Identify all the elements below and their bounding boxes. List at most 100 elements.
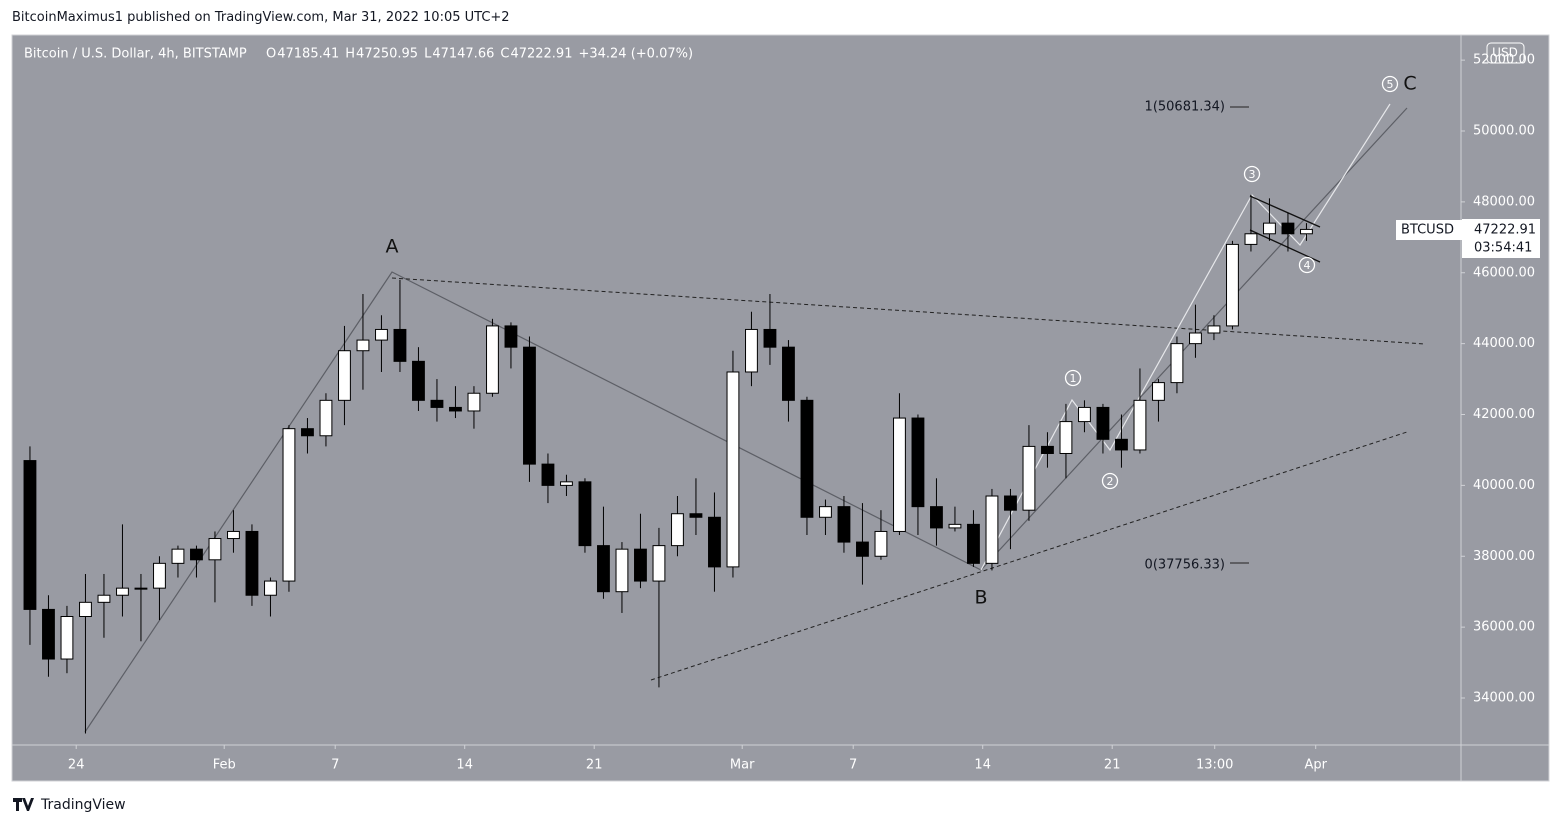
currency-badge[interactable] xyxy=(1486,42,1525,64)
candle-body xyxy=(375,328,388,341)
candle-body xyxy=(171,548,185,564)
ohlc-value: 47147.66 xyxy=(432,47,494,62)
candle-body xyxy=(615,548,629,593)
x-tick-label: 14 xyxy=(974,758,991,773)
candle-body xyxy=(153,562,166,589)
symbol-badge xyxy=(1396,220,1462,240)
candle-body xyxy=(116,587,129,596)
candle-body xyxy=(1022,445,1036,511)
wave-circle xyxy=(1064,369,1082,387)
candle-body xyxy=(319,399,333,437)
candle-body xyxy=(1059,421,1073,454)
candle-body xyxy=(578,481,592,547)
x-tick-label: 21 xyxy=(586,758,603,773)
candle-body xyxy=(190,548,203,561)
candle-body xyxy=(893,417,906,532)
candle-body xyxy=(449,406,462,412)
candle-body xyxy=(301,428,314,437)
candle-body xyxy=(652,545,666,582)
candle-body xyxy=(412,360,425,401)
candle-body xyxy=(264,580,277,596)
wave-number: 4 xyxy=(1304,259,1311,272)
brand: TradingView xyxy=(13,797,126,813)
candle-body xyxy=(541,463,555,486)
wave-circle xyxy=(1243,165,1261,183)
candle-body xyxy=(800,399,814,518)
candle-body xyxy=(819,506,832,518)
candle-body xyxy=(23,460,37,610)
candle-body xyxy=(1004,495,1017,511)
fib-label: 1(50681.34) xyxy=(1145,99,1225,114)
candle-body xyxy=(1244,233,1258,245)
last-price: 47222.91 xyxy=(1474,223,1536,238)
symbol-label: BTCUSD xyxy=(1401,223,1454,238)
ohlc-label: H xyxy=(345,47,355,62)
candle-body xyxy=(79,601,92,618)
candle-body xyxy=(948,523,962,529)
ohlc-value: 47250.95 xyxy=(356,47,418,62)
candle-body xyxy=(1115,438,1128,451)
candle-body xyxy=(763,328,777,348)
candle-body xyxy=(560,481,573,486)
candle-body xyxy=(597,545,610,593)
y-tick-label: 46000.00 xyxy=(1473,265,1535,280)
currency-label: USD xyxy=(1492,46,1518,60)
candle-body xyxy=(689,513,703,518)
candle-body xyxy=(911,417,925,508)
candle-body xyxy=(430,399,444,408)
candle-body xyxy=(523,346,536,465)
y-tick-label: 38000.00 xyxy=(1473,549,1535,564)
brand-name: TradingView xyxy=(40,797,126,813)
candle-body xyxy=(1152,382,1165,401)
candle-body xyxy=(134,587,148,590)
candle-body xyxy=(1281,222,1295,235)
candle-body xyxy=(1226,243,1239,327)
candle-body xyxy=(671,513,684,547)
y-tick-label: 42000.00 xyxy=(1473,407,1535,422)
y-tick-label: 52000.00 xyxy=(1473,53,1535,68)
impulse-wave-line xyxy=(980,103,1391,571)
candle-body xyxy=(1078,406,1091,423)
chart-pane xyxy=(11,34,1550,782)
candle-body xyxy=(726,371,740,568)
candle-body xyxy=(227,530,240,540)
publisher-line: BitcoinMaximus1 published on TradingView… xyxy=(12,10,510,25)
candle-body xyxy=(1170,343,1184,384)
wave-circle xyxy=(1381,75,1399,93)
candle-body xyxy=(97,594,111,603)
y-tick-label: 50000.00 xyxy=(1473,124,1535,139)
x-tick-label: Mar xyxy=(730,758,755,773)
x-tick-label: Apr xyxy=(1304,758,1327,773)
candle-body xyxy=(1300,228,1313,235)
y-tick-label: 34000.00 xyxy=(1473,691,1535,706)
ohlc-value: +34.24 (+0.07%) xyxy=(578,47,693,62)
wave-number: 1 xyxy=(1070,372,1077,385)
candle-body xyxy=(837,506,851,543)
y-tick-label: 48000.00 xyxy=(1473,194,1535,209)
candle-body xyxy=(1096,406,1110,440)
x-tick-label: 14 xyxy=(456,758,473,773)
candle-body xyxy=(282,428,296,582)
candle-body xyxy=(708,516,721,568)
candle-body xyxy=(1133,399,1147,451)
y-tick-label: 36000.00 xyxy=(1473,620,1535,635)
candle-body xyxy=(504,325,518,348)
fib-label: 0(37756.33) xyxy=(1145,557,1225,572)
candle-body xyxy=(393,328,407,362)
ohlc-value: 47185.41 xyxy=(277,47,339,62)
candle-body xyxy=(60,616,74,660)
y-tick-label: 40000.00 xyxy=(1473,478,1535,493)
ohlc-value: 47222.91 xyxy=(510,47,572,62)
candle-body xyxy=(1263,222,1276,235)
candle-body xyxy=(208,538,222,561)
symbol-title: Bitcoin / U.S. Dollar, 4h, BITSTAMP xyxy=(24,47,247,62)
x-tick-label: 7 xyxy=(849,758,857,773)
candle-body xyxy=(338,350,351,401)
x-tick-label: Feb xyxy=(213,758,236,773)
x-tick-label: 24 xyxy=(68,758,85,773)
candle-body xyxy=(1207,325,1221,334)
candle-body xyxy=(1189,332,1202,345)
wave-letter: B xyxy=(974,587,987,609)
wave-circle xyxy=(1298,256,1316,274)
wave-letter: A xyxy=(386,236,399,258)
